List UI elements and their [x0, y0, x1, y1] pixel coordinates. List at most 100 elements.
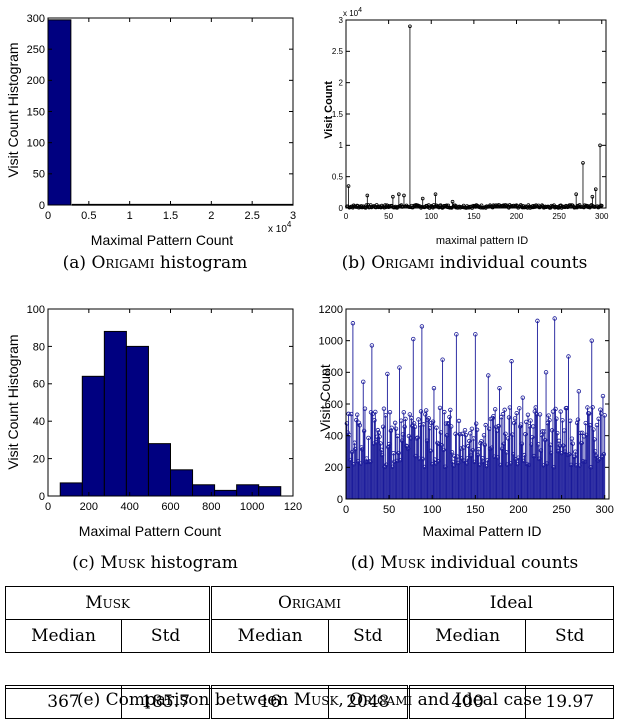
table-subheader-row: Median Std Median Std Median Std: [5, 619, 614, 653]
chart-d-ytick-label: 200: [325, 462, 343, 474]
chart-c-bar: [125, 345, 149, 497]
chart-c-ylabel: Visit Count Histogram: [5, 334, 21, 469]
chart-b-point: [433, 192, 438, 197]
chart-d-point: [362, 406, 368, 411]
chart-d-point: [369, 343, 375, 348]
chart-a-x-multiplier: x 104: [268, 220, 292, 235]
chart-d-point: [503, 431, 508, 436]
chart-d-point: [570, 441, 575, 446]
chart-c-bar: [214, 489, 238, 497]
chart-d-point: [593, 453, 599, 459]
chart-b-point: [420, 196, 425, 201]
chart-d-point: [407, 412, 413, 417]
caption-e-suffix: and Ideal case: [417, 690, 543, 710]
chart-b-ytick-label: 2: [339, 78, 344, 87]
chart-d-point: [517, 406, 522, 411]
comparison-table: Musk Origami Ideal Median Std Median Std…: [4, 586, 615, 719]
chart-d-point: [549, 428, 555, 433]
subheader-origami-std: Std: [328, 619, 409, 653]
value-musk-median: 367: [5, 685, 122, 719]
chart-d-point: [397, 365, 402, 370]
chart-d-point: [463, 432, 469, 438]
chart-d-point: [575, 417, 581, 422]
group-origami: Origami: [209, 586, 409, 620]
chart-c-xtick-label: 120: [284, 501, 302, 513]
chart-d-point: [361, 379, 366, 385]
chart-d-ytick-label: 400: [325, 431, 343, 443]
chart-d-point: [356, 420, 362, 425]
group-ideal: Ideal: [406, 586, 615, 620]
chart-d-point: [361, 428, 367, 434]
chart-b-point: [450, 199, 455, 204]
subheader-ideal-median: Median: [406, 619, 527, 653]
chart-d-xtick-label: 100: [423, 504, 441, 516]
chart-d-point: [381, 406, 387, 411]
chart-a-ytick-label: 50: [33, 169, 45, 181]
chart-d-point: [411, 336, 416, 342]
chart-d-point: [434, 425, 439, 430]
chart-d-point: [428, 448, 433, 454]
chart-d-point: [497, 385, 502, 391]
chart-d-point: [479, 439, 484, 444]
chart-b-xtick-label: 150: [467, 212, 481, 221]
chart-a-xtick-label: 2.5: [245, 210, 260, 222]
table-gap-row: [5, 652, 614, 686]
chart-c-ytick-label: 40: [33, 416, 45, 428]
chart-a-ytick-label: 250: [27, 44, 45, 56]
value-ideal-std: 19.97: [525, 685, 614, 719]
chart-d-point: [572, 454, 577, 459]
chart-b-xtick-label: 300: [595, 212, 609, 221]
chart-b-xtick-label: 100: [425, 212, 439, 221]
chart-d-point: [553, 406, 558, 412]
chart-d-point: [412, 424, 418, 430]
caption-a-name: Origami: [91, 253, 155, 273]
chart-c-bar: [236, 484, 260, 497]
chart-c-musk-histogram: 0 200 400 600 800 1000 120 0 20 40 60 80 100 Maxima…: [5, 304, 302, 539]
chart-d-point: [474, 427, 480, 433]
chart-c-xtick-label: 1000: [240, 501, 264, 513]
chart-d-point: [442, 409, 447, 415]
chart-d-point: [496, 423, 501, 429]
chart-d-point: [579, 440, 584, 446]
chart-d-point: [590, 405, 595, 410]
caption-b-name: Origami: [371, 253, 435, 273]
chart-d-xlabel: Maximal Pattern ID: [422, 523, 541, 539]
chart-d-point: [372, 418, 377, 423]
chart-c-xtick-label: 200: [80, 501, 98, 513]
chart-b-point: [365, 193, 370, 198]
chart-b-ytick-label: 1.5: [332, 110, 344, 119]
chart-d-point: [448, 424, 454, 429]
chart-d-point: [567, 452, 572, 457]
chart-b-ytick-label: 0.5: [332, 172, 344, 181]
value-ideal-median: 400: [406, 685, 527, 719]
chart-d-point: [506, 415, 512, 420]
chart-d-point: [554, 416, 559, 421]
chart-d-point: [600, 393, 606, 399]
chart-a-xtick-label: 1.5: [163, 210, 178, 222]
chart-d-point: [602, 413, 607, 418]
chart-b-point: [581, 161, 585, 165]
chart-b-xtick-label: 250: [552, 212, 566, 221]
chart-d-point: [426, 416, 431, 421]
chart-b-xtick-label: 50: [384, 212, 393, 221]
chart-d-point: [415, 435, 420, 440]
chart-b-ytick-label: 2.5: [332, 47, 344, 56]
chart-b-ytick-label: 1: [339, 141, 344, 150]
chart-d-ytick-label: 1200: [319, 304, 343, 316]
caption-d: (d) Musk individual counts: [310, 553, 619, 573]
chart-d-ylabel: Visit Count: [317, 364, 333, 432]
chart-d-point: [396, 450, 401, 456]
chart-b-point: [407, 205, 411, 209]
caption-c-name: Musk: [100, 553, 146, 573]
chart-d-point: [366, 435, 371, 441]
chart-d-point: [520, 395, 525, 400]
chart-c-xlabel: Maximal Pattern Count: [79, 523, 222, 539]
chart-b-ytick-label: 3: [339, 16, 344, 25]
chart-c-ytick-label: 80: [33, 341, 45, 353]
chart-b-point: [402, 193, 406, 198]
chart-d-ytick-label: 0: [337, 494, 343, 506]
chart-d-point: [474, 421, 479, 426]
chart-b-point: [574, 192, 578, 197]
chart-c-bar: [59, 482, 83, 497]
chart-d-point: [423, 412, 428, 417]
